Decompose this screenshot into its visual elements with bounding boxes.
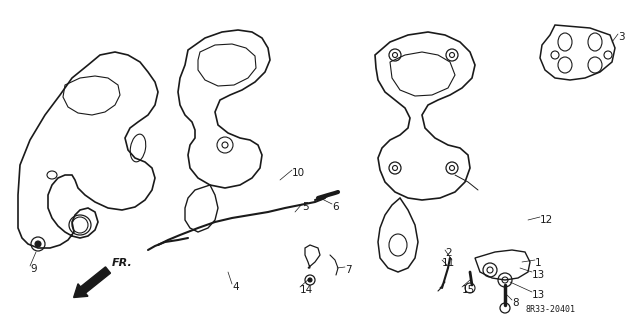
Text: 3: 3 — [618, 32, 625, 42]
Text: 10: 10 — [292, 168, 305, 178]
FancyArrow shape — [74, 267, 111, 298]
Text: 1: 1 — [535, 258, 541, 268]
Text: 2: 2 — [445, 248, 452, 258]
Text: 4: 4 — [232, 282, 239, 292]
Text: 8: 8 — [512, 298, 518, 308]
Text: 11: 11 — [442, 258, 455, 268]
Text: 12: 12 — [540, 215, 553, 225]
Text: 6: 6 — [332, 202, 339, 212]
Text: 15: 15 — [462, 285, 476, 295]
Text: 5: 5 — [302, 202, 308, 212]
Text: 8R33-20401: 8R33-20401 — [525, 305, 575, 314]
Circle shape — [35, 241, 41, 247]
Circle shape — [308, 278, 312, 282]
Text: FR.: FR. — [112, 258, 132, 268]
Text: 13: 13 — [532, 290, 545, 300]
Text: 14: 14 — [300, 285, 313, 295]
Text: 7: 7 — [345, 265, 351, 275]
Text: 9: 9 — [30, 264, 36, 274]
Text: 13: 13 — [532, 270, 545, 280]
